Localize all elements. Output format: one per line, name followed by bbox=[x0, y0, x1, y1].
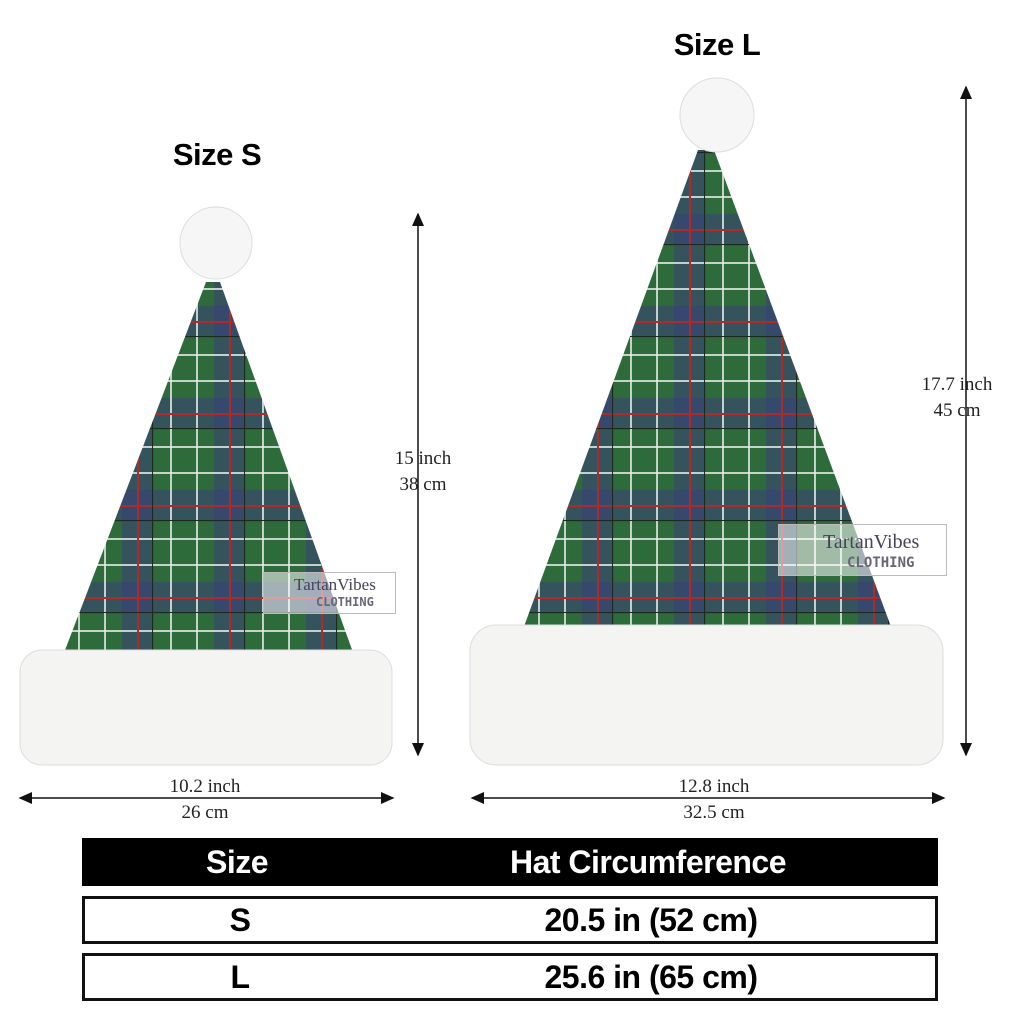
small-hat-pompom bbox=[179, 206, 253, 280]
table-row: S 20.5 in (52 cm) bbox=[82, 896, 938, 944]
small-hat-fur-brim bbox=[19, 649, 393, 766]
large-hat-pompom bbox=[679, 77, 755, 153]
size-l-title: Size L bbox=[673, 27, 761, 62]
size-s-title: Size S bbox=[172, 137, 262, 172]
row-size: S bbox=[229, 901, 251, 938]
header-size: Size bbox=[205, 843, 269, 880]
small-hat-body bbox=[62, 282, 355, 658]
small-width-label: 10.2 inch 26 cm bbox=[169, 776, 241, 823]
size-table-header: Size Hat Circumference bbox=[82, 838, 938, 886]
row-circumference: 20.5 in (52 cm) bbox=[544, 901, 758, 938]
row-size: L bbox=[230, 958, 250, 995]
large-width-label: 12.8 inch 32.5 cm bbox=[678, 776, 750, 823]
large-height-label: 17.7 inch 45 cm bbox=[921, 374, 993, 421]
large-hat-fur-brim bbox=[469, 624, 944, 766]
small-hat-image bbox=[19, 206, 393, 766]
watermark-logo: TartanVibes CLOTHING bbox=[778, 524, 947, 576]
large-hat-body bbox=[522, 150, 893, 632]
large-hat-image bbox=[469, 77, 944, 766]
watermark-logo: TartanVibes CLOTHING bbox=[263, 572, 396, 614]
header-circumference: Hat Circumference bbox=[509, 843, 787, 880]
small-height-label: 15 inch 38 cm bbox=[394, 448, 452, 495]
row-circumference: 25.6 in (65 cm) bbox=[544, 958, 758, 995]
table-row: L 25.6 in (65 cm) bbox=[82, 953, 938, 1001]
